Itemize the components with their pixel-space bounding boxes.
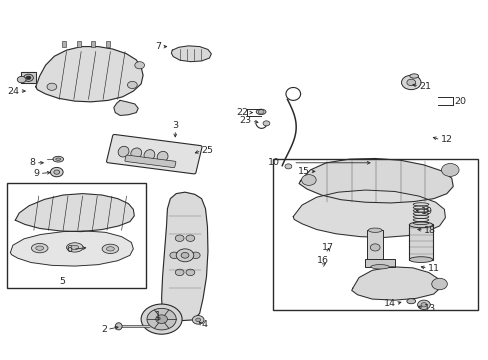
Polygon shape bbox=[351, 267, 440, 300]
Circle shape bbox=[23, 74, 33, 81]
Bar bbox=[62, 41, 66, 47]
Circle shape bbox=[185, 235, 194, 242]
Text: 4: 4 bbox=[201, 320, 207, 329]
Text: 25: 25 bbox=[201, 146, 213, 155]
Circle shape bbox=[258, 110, 264, 114]
Circle shape bbox=[369, 244, 379, 251]
Text: 16: 16 bbox=[316, 256, 328, 265]
Circle shape bbox=[441, 163, 458, 176]
Bar bbox=[365, 259, 394, 267]
Ellipse shape bbox=[256, 109, 265, 114]
Text: 13: 13 bbox=[423, 304, 435, 313]
Bar bbox=[77, 41, 81, 47]
Circle shape bbox=[17, 76, 26, 83]
Circle shape bbox=[127, 81, 137, 89]
Circle shape bbox=[175, 269, 183, 276]
Ellipse shape bbox=[370, 265, 388, 269]
Text: 5: 5 bbox=[59, 276, 65, 285]
Bar bbox=[408, 225, 432, 260]
Circle shape bbox=[141, 304, 182, 334]
Circle shape bbox=[301, 175, 316, 185]
Text: 9: 9 bbox=[34, 169, 40, 178]
Ellipse shape bbox=[367, 228, 381, 232]
Text: 23: 23 bbox=[239, 116, 251, 125]
Circle shape bbox=[406, 79, 415, 86]
Text: 17: 17 bbox=[322, 243, 334, 252]
Text: 12: 12 bbox=[440, 135, 451, 144]
Ellipse shape bbox=[53, 156, 63, 162]
Bar bbox=[106, 41, 110, 47]
Circle shape bbox=[420, 303, 426, 307]
Text: 18: 18 bbox=[423, 226, 435, 235]
Text: 3: 3 bbox=[172, 121, 178, 130]
Ellipse shape bbox=[406, 299, 415, 304]
Ellipse shape bbox=[118, 146, 129, 157]
Circle shape bbox=[192, 316, 203, 324]
Text: 2: 2 bbox=[101, 325, 107, 334]
Polygon shape bbox=[299, 158, 452, 203]
Circle shape bbox=[181, 252, 188, 258]
Text: 14: 14 bbox=[383, 299, 395, 308]
Text: 10: 10 bbox=[267, 158, 279, 167]
Ellipse shape bbox=[106, 247, 114, 251]
Circle shape bbox=[417, 300, 429, 310]
Polygon shape bbox=[114, 100, 138, 116]
Polygon shape bbox=[293, 190, 445, 237]
Circle shape bbox=[185, 269, 194, 276]
Text: 22: 22 bbox=[236, 108, 248, 117]
Circle shape bbox=[401, 75, 420, 90]
Ellipse shape bbox=[56, 158, 61, 161]
Ellipse shape bbox=[66, 243, 83, 252]
Polygon shape bbox=[15, 194, 134, 231]
Text: 6: 6 bbox=[67, 245, 73, 254]
FancyBboxPatch shape bbox=[106, 135, 202, 174]
Circle shape bbox=[47, 83, 57, 90]
Circle shape bbox=[263, 121, 269, 126]
Polygon shape bbox=[21, 72, 36, 83]
Ellipse shape bbox=[36, 246, 43, 250]
FancyBboxPatch shape bbox=[124, 155, 176, 168]
Ellipse shape bbox=[143, 150, 155, 160]
Polygon shape bbox=[36, 46, 143, 102]
Circle shape bbox=[431, 278, 447, 290]
Circle shape bbox=[176, 249, 193, 262]
Bar bbox=[366, 230, 382, 260]
Text: 7: 7 bbox=[155, 42, 161, 51]
Circle shape bbox=[191, 252, 200, 258]
Ellipse shape bbox=[409, 74, 418, 78]
Bar bbox=[6, 183, 146, 288]
Ellipse shape bbox=[408, 257, 432, 262]
Text: 1: 1 bbox=[154, 311, 160, 320]
Circle shape bbox=[135, 62, 144, 69]
Ellipse shape bbox=[157, 151, 168, 162]
Circle shape bbox=[54, 170, 60, 174]
Polygon shape bbox=[10, 231, 133, 266]
Bar bbox=[272, 159, 477, 310]
Polygon shape bbox=[161, 192, 207, 320]
Text: 8: 8 bbox=[30, 158, 36, 167]
Circle shape bbox=[147, 309, 176, 330]
Ellipse shape bbox=[408, 222, 432, 228]
Text: 24: 24 bbox=[7, 86, 19, 95]
Ellipse shape bbox=[71, 245, 79, 249]
Ellipse shape bbox=[115, 323, 122, 330]
Circle shape bbox=[156, 315, 167, 323]
Text: 15: 15 bbox=[297, 167, 309, 176]
Circle shape bbox=[175, 235, 183, 242]
Circle shape bbox=[50, 167, 63, 177]
Circle shape bbox=[169, 252, 178, 258]
Ellipse shape bbox=[31, 243, 48, 253]
Circle shape bbox=[285, 164, 291, 169]
Polygon shape bbox=[171, 46, 211, 62]
Text: 11: 11 bbox=[427, 264, 439, 273]
Ellipse shape bbox=[131, 148, 142, 159]
Text: 21: 21 bbox=[418, 82, 430, 91]
Ellipse shape bbox=[102, 244, 119, 253]
Circle shape bbox=[26, 76, 31, 80]
Circle shape bbox=[195, 318, 200, 321]
Text: 20: 20 bbox=[453, 96, 465, 105]
Text: 19: 19 bbox=[420, 207, 432, 216]
Bar bbox=[91, 41, 95, 47]
